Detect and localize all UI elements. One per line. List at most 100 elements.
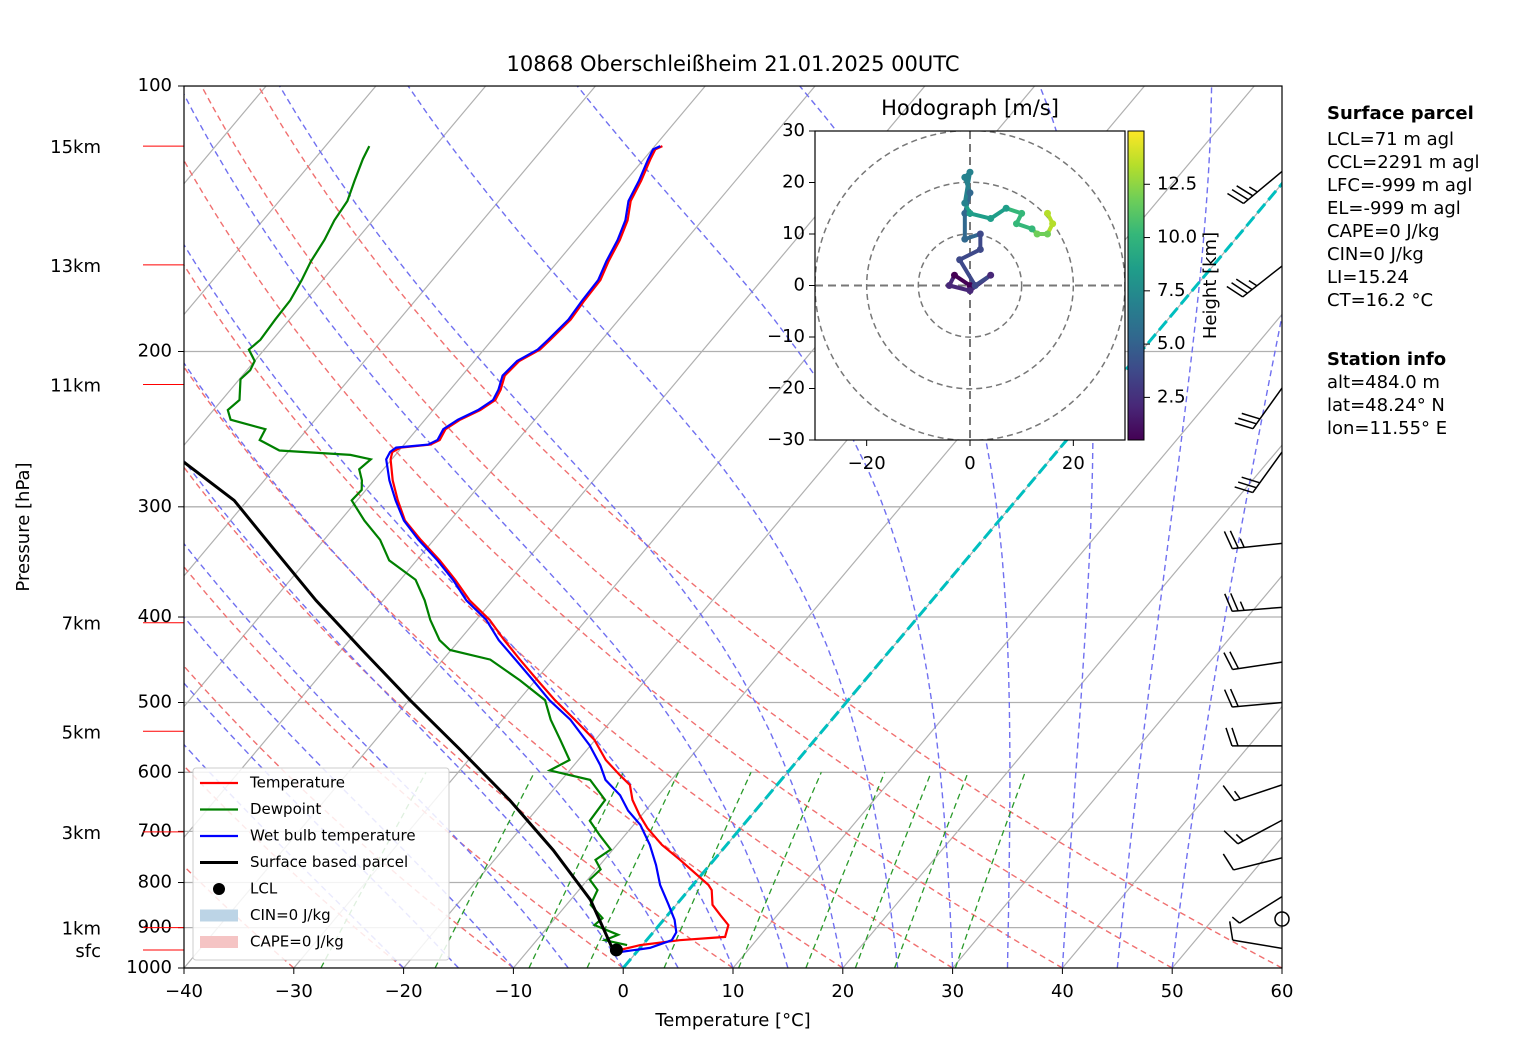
x-tick-label: 40 <box>1051 981 1074 1002</box>
info-line: LFC=-999 m agl <box>1327 175 1472 196</box>
barb-flag <box>1223 531 1233 549</box>
y-tick-label: 0 <box>794 275 805 296</box>
barb-flag <box>1233 790 1241 800</box>
mixing-ratio-line <box>954 772 1026 968</box>
hodograph-segment <box>962 171 972 204</box>
profile-line <box>226 145 628 947</box>
y-tick-label: 1000 <box>126 957 172 978</box>
isotherm <box>184 86 706 708</box>
barb-flag <box>1234 422 1254 430</box>
y-tick-label: 10 <box>782 223 805 244</box>
x-tick-label: −30 <box>275 981 313 1002</box>
barb-flag <box>1229 651 1240 670</box>
hodograph-point <box>987 271 995 279</box>
barb-flag <box>1228 921 1234 941</box>
mixing-ratio-line <box>737 772 822 968</box>
profile-line <box>385 145 678 954</box>
height-label: sfc <box>75 941 101 962</box>
y-tick-label: 800 <box>138 872 172 893</box>
hodograph-ring <box>865 181 1075 390</box>
barb-flag <box>1223 830 1239 845</box>
wind-barb <box>1237 819 1283 845</box>
barb-flag <box>1231 916 1241 924</box>
mixing-ratio-line <box>805 772 886 968</box>
wind-barb <box>1232 542 1283 550</box>
barb-flag <box>1222 785 1236 802</box>
info-heading: Station info <box>1327 349 1446 370</box>
barb-flag <box>1234 486 1254 494</box>
y-tick-label: 600 <box>138 761 172 782</box>
y-tick-label: 100 <box>138 75 172 96</box>
y-tick-label: −30 <box>767 429 805 450</box>
info-line: CAPE=0 J/kg <box>1327 221 1440 242</box>
hodograph-point <box>945 282 953 289</box>
hodograph-point <box>976 245 984 253</box>
x-tick-label: 20 <box>1062 453 1085 474</box>
wind-barb <box>1232 939 1283 950</box>
hodograph-point <box>966 189 974 197</box>
barb-flag <box>1235 833 1244 842</box>
plot-frame <box>183 85 1283 969</box>
hodograph-point <box>1049 220 1057 228</box>
y-tick-label: 300 <box>138 496 172 517</box>
legend-label: LCL <box>250 880 278 898</box>
colorbar-tick-label: 10.0 <box>1157 227 1197 248</box>
hodograph-point <box>971 282 979 289</box>
x-tick-label: 10 <box>722 981 745 1002</box>
legend-swatch <box>213 883 225 895</box>
barb-flag <box>1239 538 1245 548</box>
x-tick-label: 0 <box>964 453 975 474</box>
dry-adiabat <box>257 86 1282 968</box>
legend-label: Surface based parcel <box>250 853 408 871</box>
barb-flag <box>1222 853 1235 871</box>
hodograph-point <box>961 209 969 217</box>
colorbar <box>1127 130 1145 441</box>
colorbar-tick-label: 7.5 <box>1157 280 1186 301</box>
info-line: lon=11.55° E <box>1327 418 1447 439</box>
x-tick-label: −10 <box>494 981 532 1002</box>
info-line: LI=15.24 <box>1327 267 1409 288</box>
zero-isotherm <box>622 181 1282 968</box>
hodograph-point <box>1033 230 1041 238</box>
wind-barb <box>1232 661 1283 671</box>
hodograph-plot <box>815 131 1125 440</box>
wind-barb <box>1234 784 1283 802</box>
hodograph-segment <box>958 247 982 262</box>
mixing-ratio-line <box>528 772 624 968</box>
height-label: 11km <box>50 376 101 397</box>
barb-flag <box>1248 186 1258 193</box>
barb-flag <box>1223 689 1233 708</box>
info-line: CCL=2291 m agl <box>1327 152 1480 173</box>
isotherm <box>1061 705 1282 968</box>
mixing-ratio-line <box>663 772 752 968</box>
legend-label: Dewpoint <box>250 800 321 818</box>
moist-adiabat <box>278 86 844 968</box>
x-tick-label: −40 <box>165 981 203 1002</box>
wind-barb <box>1243 170 1283 205</box>
barb-flag <box>1237 481 1257 489</box>
wind-barb <box>1233 857 1283 871</box>
y-tick-label: 400 <box>138 606 172 627</box>
hodograph-title: Hodograph [m/s] <box>881 96 1059 120</box>
barb-flag <box>1231 727 1239 747</box>
x-tick-label: −20 <box>385 981 423 1002</box>
profile-line <box>389 145 730 952</box>
moist-adiabat <box>407 86 899 968</box>
hodograph-point <box>966 168 974 176</box>
x-tick-label: 60 <box>1271 981 1294 1002</box>
x-tick-label: 50 <box>1161 981 1184 1002</box>
height-label: 5km <box>62 722 101 743</box>
barb-flag <box>1236 185 1254 197</box>
hodograph-segment <box>957 258 977 287</box>
barb-flag <box>1241 476 1261 484</box>
dry-adiabat <box>184 159 1063 968</box>
hodograph-point <box>961 199 969 207</box>
info-line: CT=16.2 °C <box>1327 290 1433 311</box>
hodograph-point <box>1044 230 1051 238</box>
x-tick-label: −20 <box>848 453 886 474</box>
mixing-ratio-line <box>586 772 679 968</box>
height-label: 3km <box>62 823 101 844</box>
colorbar-label: Height [km] <box>1200 232 1221 339</box>
height-label: 13km <box>50 256 101 277</box>
